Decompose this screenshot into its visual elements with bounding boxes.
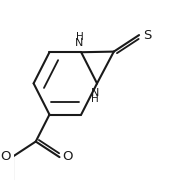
Text: H: H [76, 32, 83, 42]
Text: S: S [143, 29, 152, 42]
Text: N: N [75, 38, 84, 48]
Text: O: O [0, 150, 11, 163]
Text: N: N [91, 88, 100, 98]
Text: H: H [92, 94, 99, 104]
Text: O: O [62, 150, 73, 163]
